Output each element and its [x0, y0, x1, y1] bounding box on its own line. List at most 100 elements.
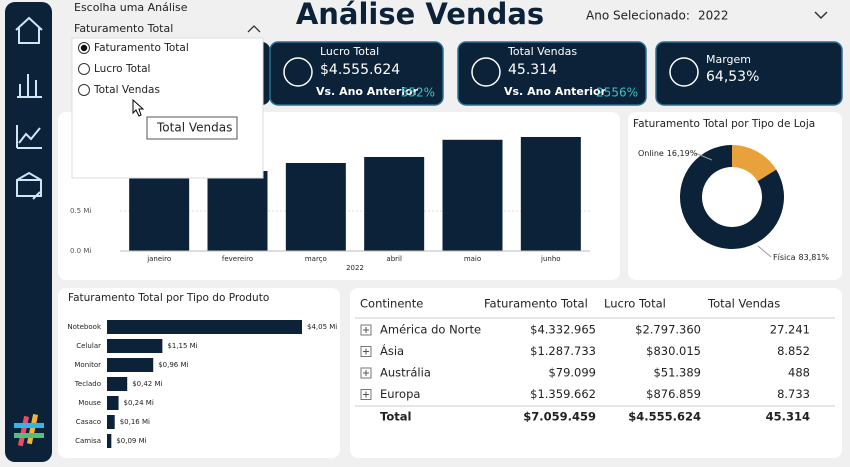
line-icon[interactable] [16, 125, 42, 149]
kpi-change: 2556% [596, 86, 638, 100]
x-tick-label: junho [540, 255, 561, 263]
table-cell: Europa [380, 387, 420, 401]
tooltip [146, 116, 238, 140]
y-tick-label: 0.5 Mi [70, 207, 91, 215]
bar [107, 396, 119, 410]
y-tick-label: Camisa [75, 437, 101, 445]
box-icon[interactable] [16, 171, 42, 200]
kpi-compare-label: Vs. Ano Anterior [316, 85, 419, 98]
table-total: 45.314 [766, 410, 810, 424]
dropdown-chevron[interactable] [247, 25, 261, 33]
table-cell: $51.389 [653, 366, 701, 380]
kpi-label: Total Vendas [507, 45, 577, 58]
home-icon[interactable] [15, 16, 43, 44]
y-tick-label: Mouse [78, 399, 101, 407]
dropdown-option[interactable]: Lucro Total [94, 63, 150, 75]
radio-button[interactable] [78, 84, 90, 96]
kpi-label: Lucro Total [320, 45, 379, 58]
table-cell: América do Norte [380, 323, 481, 337]
panel [350, 288, 842, 458]
dropdown-selected[interactable]: Faturamento Total [74, 22, 173, 35]
table-cell: $4.332.965 [530, 323, 596, 337]
kpi-icon [471, 57, 501, 87]
y-tick-label: Casaco [76, 418, 101, 426]
bar [107, 358, 154, 372]
dropdown-label: Escolha uma Análise [74, 1, 188, 14]
y-tick-label: Monitor [74, 361, 101, 369]
table-cell: Ásia [380, 343, 404, 358]
leader-line [694, 152, 713, 161]
kpi-compare-label: Vs. Ano Anterior [504, 85, 607, 98]
kpi-card [655, 41, 843, 106]
table-header: Lucro Total [604, 297, 666, 311]
year-chevron[interactable] [814, 11, 828, 20]
logo-bar [14, 423, 44, 428]
bar [207, 171, 268, 251]
table-cell: $1.287.733 [530, 344, 596, 358]
table-cell: 8.852 [777, 344, 810, 358]
bar [107, 415, 115, 429]
dropdown-layer: Escolha uma Análise Faturamento Total Fa… [71, 1, 264, 179]
x-axis-label: 2022 [346, 264, 364, 272]
table-cell: Austrália [380, 366, 431, 380]
bar [442, 139, 503, 251]
bar [364, 157, 425, 251]
value-label: $4,05 Mi [307, 323, 337, 331]
table-header: Faturamento Total [484, 297, 588, 311]
radio-button[interactable] [78, 63, 90, 75]
tooltip-text: Total Vendas [156, 121, 232, 135]
bar [285, 163, 346, 251]
value-label: $0,16 Mi [120, 418, 150, 426]
value-label: $1,15 Mi [167, 342, 197, 350]
bar-icon[interactable] [17, 74, 42, 98]
kpi-card [457, 41, 647, 106]
logo [14, 413, 44, 447]
category-label: Física [773, 253, 796, 262]
table-cell: $2.797.360 [635, 323, 701, 337]
panel [628, 112, 842, 280]
expand-plus[interactable] [363, 327, 369, 333]
donut-label: Online 16,19% [638, 149, 698, 158]
year-value[interactable]: 2022 [698, 9, 729, 23]
dropdown-menu [71, 37, 264, 179]
value-label: $0,42 Mi [132, 380, 162, 388]
kpi-value: $4.555.624 [320, 62, 400, 78]
bar [520, 137, 581, 251]
bar [107, 377, 128, 391]
bar [107, 320, 302, 334]
kpi-icon [669, 57, 699, 87]
dropdown-option[interactable]: Faturamento Total [94, 42, 189, 54]
kpi-change: 552% [401, 86, 435, 100]
y-tick-label: 0.0 Mi [70, 247, 91, 255]
y-tick-label: Teclado [74, 380, 101, 388]
value-label: $0,09 Mi [116, 437, 146, 445]
expand-plus[interactable] [363, 391, 369, 398]
table-cell: 8.733 [777, 387, 810, 401]
radio-dot[interactable] [80, 44, 88, 52]
table-total: $4.555.624 [628, 410, 701, 424]
table-cell: $830.015 [646, 344, 701, 358]
expand-plus[interactable] [363, 370, 369, 376]
kpi-value: 64,53% [706, 69, 759, 85]
x-tick-label: março [305, 255, 327, 263]
donut-slice [679, 145, 784, 249]
table-cell: $876.859 [646, 387, 701, 401]
table-cell: $79.099 [548, 366, 596, 380]
expand-plus[interactable] [363, 348, 369, 355]
table-total: Total [380, 410, 411, 424]
bar [107, 434, 112, 448]
dropdown-option[interactable]: Total Vendas [93, 84, 160, 96]
chart-title: Faturamento Total por Tipo de Loja [633, 118, 815, 130]
chart-title: Faturamento Total por Tipo do Produto [68, 292, 269, 304]
nav-icons [15, 16, 43, 200]
table-total: $7.059.459 [523, 410, 596, 424]
value-label: 83,81% [799, 253, 830, 262]
x-tick-label: maio [464, 255, 481, 263]
bar [107, 339, 163, 353]
kpi-label: Margem [706, 53, 751, 66]
table-header: Total Vendas [707, 297, 780, 311]
value-label: 16,19% [667, 149, 698, 158]
